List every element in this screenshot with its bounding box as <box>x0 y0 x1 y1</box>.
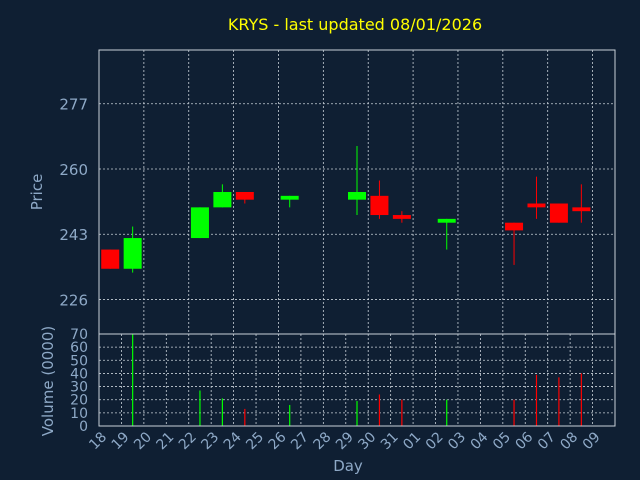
x-tick-label: 02 <box>423 429 447 453</box>
x-tick-label: 06 <box>512 429 536 453</box>
x-tick-label: 05 <box>490 429 514 453</box>
volume-tick-label: 30 <box>70 380 88 396</box>
x-tick-label: 19 <box>109 429 133 453</box>
x-tick-label: 03 <box>445 429 469 453</box>
x-tick-label: 08 <box>557 429 581 453</box>
x-tick-label: 23 <box>198 429 222 453</box>
volume-tick-label: 0 <box>79 419 88 435</box>
chart-title: KRYS - last updated 08/01/2026 <box>228 15 482 34</box>
candle-body <box>370 195 389 216</box>
volume-tick-label: 70 <box>70 327 88 343</box>
candle-body <box>101 249 120 269</box>
x-tick-label: 29 <box>333 429 357 453</box>
price-tick-label: 260 <box>59 161 88 179</box>
candle-body <box>348 192 366 200</box>
x-tick-label: 01 <box>400 429 424 453</box>
volume-tick-label: 20 <box>70 393 88 409</box>
volume-grid <box>99 334 615 426</box>
candle-body <box>572 207 591 212</box>
x-tick-label: 21 <box>154 429 178 453</box>
x-tick-label: 20 <box>131 429 155 453</box>
x-tick-label: 30 <box>355 429 379 453</box>
x-tick-label: 09 <box>580 429 604 453</box>
volume-axis-label: Volume (0000) <box>39 326 57 436</box>
candle-body <box>123 238 142 269</box>
price-tick-label: 243 <box>59 226 88 244</box>
volume-tick-label: 60 <box>70 340 88 356</box>
candle-body <box>213 192 232 208</box>
candle-body <box>235 192 254 200</box>
x-tick-label: 22 <box>176 429 200 453</box>
candle-body <box>505 222 524 231</box>
price-tick-label: 277 <box>59 96 88 114</box>
x-tick-label: 26 <box>266 429 290 453</box>
x-tick-label: 18 <box>86 429 110 453</box>
price-tick-label: 226 <box>59 291 88 309</box>
x-tick-label: 25 <box>243 429 267 453</box>
candle-body <box>549 203 568 223</box>
x-axis-label: Day <box>333 457 363 475</box>
price-axis-ticks: 226 243 260 277 <box>59 96 88 310</box>
volume-tick-label: 50 <box>70 353 88 369</box>
volume-bars-layer <box>132 334 582 426</box>
x-tick-label: 28 <box>311 429 335 453</box>
x-tick-label: 24 <box>221 429 245 453</box>
x-tick-label: 31 <box>378 429 402 453</box>
x-tick-label: 04 <box>468 429 492 453</box>
x-tick-label: 07 <box>535 429 559 453</box>
volume-tick-label: 10 <box>70 406 88 422</box>
x-axis-ticks: 1819202122232425262728293031010203040506… <box>86 429 603 453</box>
candle-body <box>392 215 411 219</box>
candle-body <box>190 207 209 239</box>
x-tick-label: 27 <box>288 429 312 453</box>
candle-body <box>280 195 299 200</box>
volume-panel-frame <box>98 333 616 427</box>
candle-body <box>527 203 546 208</box>
candles-layer <box>101 145 591 273</box>
candle-body <box>437 218 456 223</box>
y-axis-label: Price <box>28 174 46 211</box>
volume-tick-label: 40 <box>70 366 88 382</box>
